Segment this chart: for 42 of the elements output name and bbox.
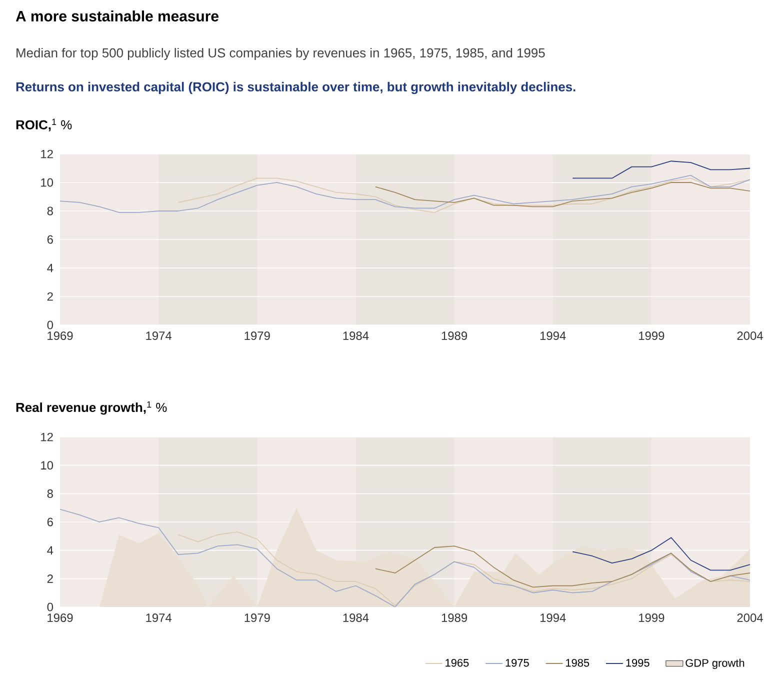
y-tick-label: 2	[47, 292, 53, 301]
x-tick-label: 1989	[442, 614, 468, 622]
y-axis-title: ROIC,$^{1}$ %	[16, 118, 72, 132]
legend-label: 1975	[506, 658, 529, 667]
line-series	[374, 546, 750, 588]
y-tick-label: 10	[41, 461, 54, 470]
legend-label: 1985	[566, 658, 590, 667]
x-tick-label: 1974	[146, 614, 172, 622]
y-tick-label: 8	[47, 206, 53, 216]
y-tick-label: 2	[47, 574, 53, 583]
y-tick-label: 12	[41, 432, 53, 442]
x-tick-label: 1994	[540, 614, 566, 622]
line-series	[572, 537, 750, 571]
x-tick-label: 1994	[540, 332, 566, 340]
x-tick-label: 1999	[639, 614, 664, 622]
x-tick-label: 1989	[442, 332, 468, 340]
y-tick-label: 8	[47, 489, 53, 498]
x-tick-label: 1979	[244, 332, 270, 340]
y-tick-label: 4	[47, 264, 54, 272]
x-tick-label: 2004	[737, 614, 763, 622]
x-tick-label: 1984	[343, 614, 369, 622]
text: Returns on invested capital (ROIC) is sustainable over time, but growth inevitably declines.	[16, 82, 576, 94]
chart-subtitle: Median for top 500 publicly listed US companies by revenues in 1965, 1975, 1985, and 1995	[16, 48, 545, 60]
x-tick-label: 1969	[48, 332, 73, 340]
y-tick-label: 10	[41, 178, 54, 187]
y-tick-label: 0	[47, 602, 54, 612]
y-axis-title: Real revenue growth,$^{1}$ %	[16, 401, 167, 415]
y-tick-label: 6	[47, 235, 53, 244]
x-tick-label: 2004	[737, 332, 763, 340]
y-tick-label: 0	[47, 320, 54, 330]
x-tick-label: 1984	[343, 332, 369, 340]
y-tick-label: 4	[47, 546, 54, 554]
y-tick-label: 12	[41, 150, 53, 158]
chart-title: A more sustainable measure	[16, 10, 218, 22]
legend-label: GDP growth	[686, 658, 744, 669]
y-tick-label: 6	[47, 518, 53, 526]
x-tick-label: 1999	[639, 332, 664, 340]
legend-label: 1995	[626, 658, 650, 667]
x-tick-label: 1974	[146, 332, 172, 340]
legend-label: 1965	[446, 658, 469, 667]
x-tick-label: 1969	[48, 614, 73, 622]
x-tick-label: 1979	[244, 614, 270, 622]
